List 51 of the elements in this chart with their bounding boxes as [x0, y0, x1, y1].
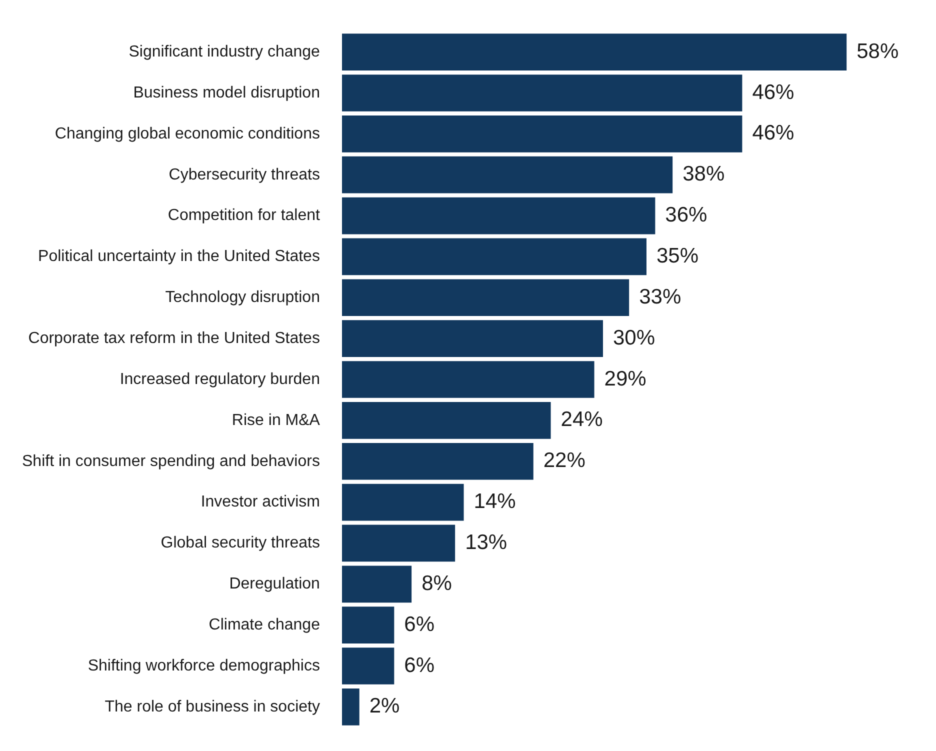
y-tick-label: Business model disruption: [133, 84, 320, 102]
bar: [342, 156, 673, 194]
y-tick-label: Changing global economic conditions: [54, 125, 320, 142]
bar: [342, 320, 603, 357]
data-label: 13%: [465, 531, 508, 554]
bar: [342, 566, 412, 603]
bar: [342, 238, 646, 276]
y-tick-label: Significant industry change: [128, 43, 320, 60]
data-label: 35%: [656, 244, 699, 268]
data-label: 29%: [604, 367, 646, 390]
bar: [342, 606, 394, 644]
bar: [342, 197, 656, 234]
data-label: 24%: [560, 408, 603, 432]
y-tick-label: Climate change: [208, 616, 320, 634]
bar: [342, 648, 394, 684]
y-tick-label: The role of business in society: [104, 698, 320, 716]
data-label: 8%: [422, 572, 452, 595]
bar: [342, 688, 360, 726]
y-tick-label: Corporate tax reform in the United States: [28, 330, 320, 347]
data-label: 6%: [404, 654, 435, 677]
bar: [342, 484, 464, 521]
y-tick-label: Global security threats: [160, 534, 320, 552]
y-tick-label: Increased regulatory burden: [120, 370, 320, 388]
bar: [342, 116, 742, 152]
data-label: 36%: [665, 204, 708, 227]
data-label: 14%: [474, 490, 516, 514]
bar: [342, 402, 551, 439]
data-label: 46%: [752, 122, 794, 145]
y-tick-label: Investor activism: [200, 494, 320, 511]
bar: [342, 524, 456, 562]
bar: [342, 279, 630, 316]
y-tick-label: Rise in M&A: [232, 412, 320, 429]
data-label: 22%: [543, 449, 586, 472]
data-label: 30%: [612, 326, 656, 350]
y-tick-label: Technology disruption: [165, 289, 320, 306]
y-tick-label: Cybersecurity threats: [168, 166, 320, 184]
data-label: 46%: [752, 80, 794, 104]
bar: [342, 34, 847, 70]
data-label: 38%: [682, 162, 725, 186]
y-tick-label: Political uncertainty in the United States: [38, 248, 320, 266]
y-tick-label: Shift in consumer spending and behaviors: [22, 452, 320, 470]
data-label: 58%: [856, 40, 899, 63]
y-tick-label: Deregulation: [229, 576, 320, 593]
data-label: 6%: [404, 612, 435, 636]
data-label: 33%: [639, 285, 682, 308]
bar: [342, 361, 594, 398]
y-tick-label: Shifting workforce demographics: [88, 657, 320, 674]
bar: [342, 442, 534, 480]
data-label: 2%: [369, 694, 400, 718]
bar: [342, 74, 742, 112]
y-tick-label: Competition for talent: [168, 207, 321, 224]
